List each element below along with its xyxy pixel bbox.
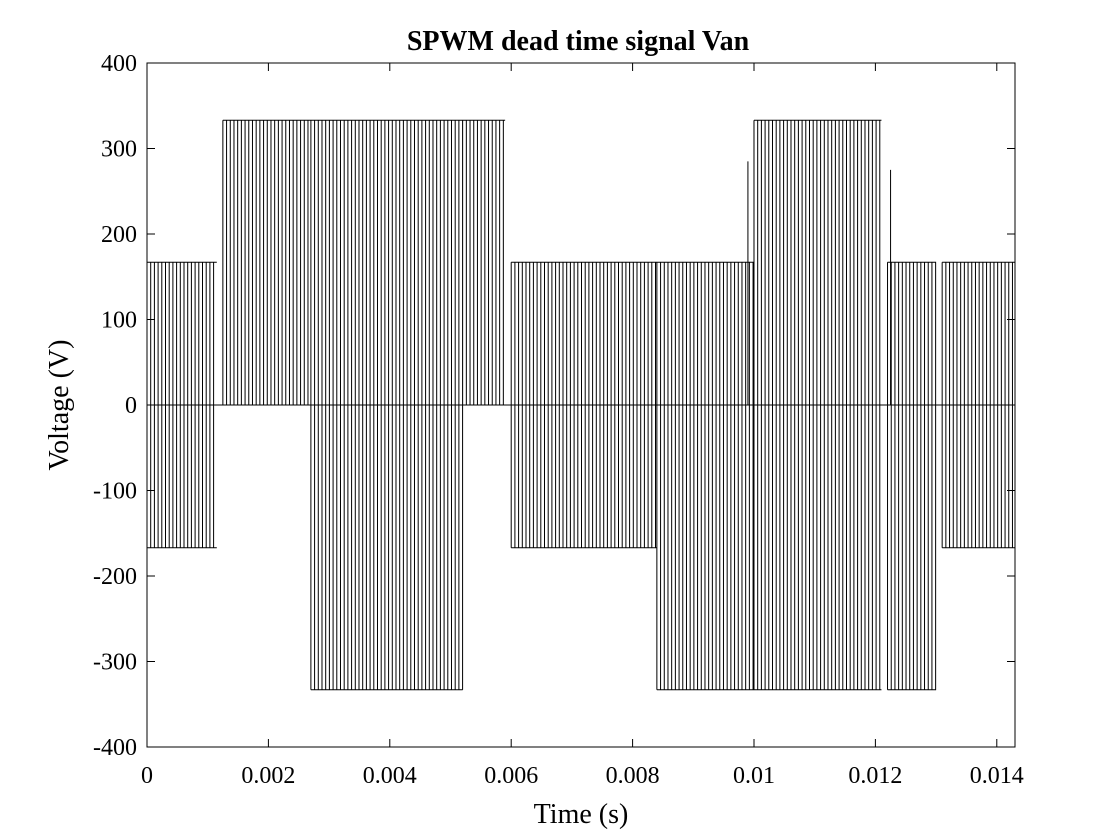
x-tick-label: 0.012	[848, 763, 902, 789]
y-tick-label: 200	[101, 222, 137, 248]
x-tick-label: 0.002	[241, 763, 295, 789]
y-tick-label: 100	[101, 308, 137, 334]
y-tick-label: -200	[93, 564, 137, 590]
x-tick-label: 0	[141, 763, 153, 789]
y-axis-label: Voltage (V)	[44, 340, 75, 471]
y-tick-label: -300	[93, 650, 137, 676]
series-van-line	[146, 119, 1015, 691]
x-tick-label: 0.014	[970, 763, 1024, 789]
x-tick-label: 0.006	[484, 763, 538, 789]
y-tick-label: 0	[125, 393, 137, 419]
y-tick-label: 400	[101, 51, 137, 77]
x-tick-label: 0.004	[363, 763, 417, 789]
x-axis-label: Time (s)	[534, 799, 629, 830]
x-tick-label: 0.008	[606, 763, 660, 789]
chart-title: SPWM dead time signal Van	[407, 26, 750, 57]
y-tick-label: -100	[93, 479, 137, 505]
y-tick-label: -400	[93, 735, 137, 761]
x-tick-label: 0.01	[733, 763, 775, 789]
plot-area	[146, 119, 1015, 691]
y-tick-label: 300	[101, 137, 137, 163]
axis-ticks: 0 0.002 0.004 0.006 0.008 0.01 0.012 0.014 400 30…	[93, 51, 1024, 789]
